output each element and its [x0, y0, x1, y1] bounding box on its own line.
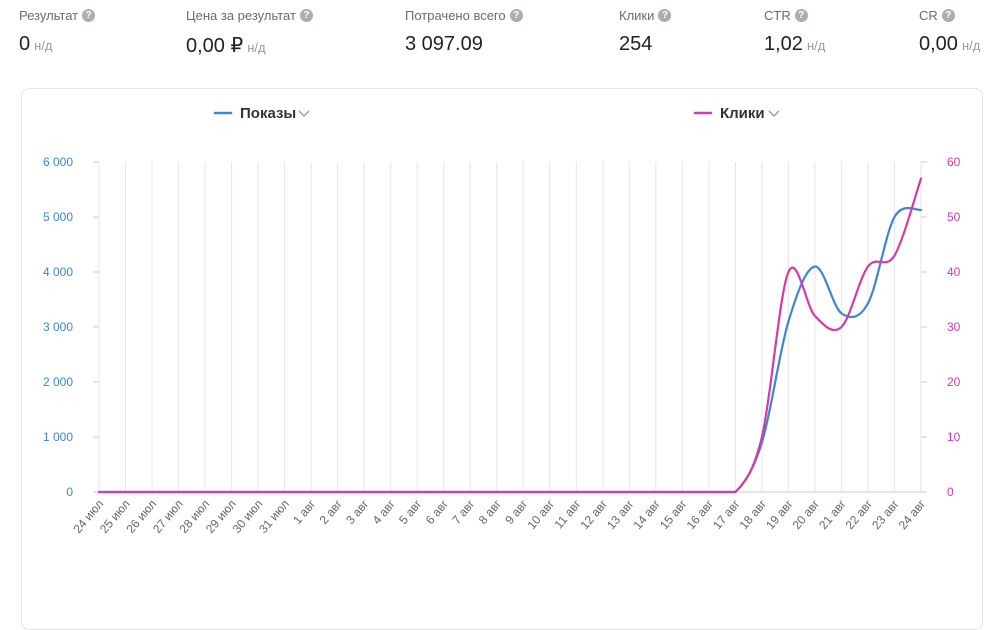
- y-left-tick-label: 1 000: [43, 430, 73, 444]
- x-tick-label: 16 авг: [684, 496, 717, 532]
- chevron-down-icon[interactable]: [768, 110, 780, 118]
- metric-label: Клики: [619, 8, 655, 23]
- x-tick-label: 4 авг: [370, 496, 399, 526]
- metric-cost-per-result: Цена за результат? 0,00 ₽ н/д: [186, 8, 313, 58]
- x-tick-label: 23 авг: [869, 496, 902, 532]
- help-icon[interactable]: ?: [509, 9, 523, 22]
- x-tick-label: 22 авг: [843, 496, 876, 532]
- y-right-tick-label: 30: [947, 320, 961, 334]
- metric-spent-total: Потрачено всего? 3 097.09: [405, 8, 523, 56]
- legend-label[interactable]: Клики: [720, 105, 765, 122]
- x-tick-label: 1 авг: [290, 496, 319, 526]
- x-tick-label: 18 авг: [737, 496, 770, 532]
- x-tick-label: 14 авг: [630, 496, 663, 532]
- line-chart: 0 1 000 2 000 3 000 4 000 5 000 6 000 0 10 20 30 40…: [43, 105, 961, 536]
- metrics-bar: Результат? 0 н/д Цена за результат? 0,00 …: [0, 0, 1000, 75]
- metric-unit: н/д: [961, 38, 981, 53]
- y-left-tick-label: 2 000: [43, 375, 73, 389]
- metric-value: 1,02: [764, 33, 803, 55]
- help-icon[interactable]: ?: [658, 9, 672, 22]
- metric-label: Результат: [19, 8, 79, 23]
- help-icon[interactable]: ?: [941, 9, 955, 22]
- y-left-tick-label: 6 000: [43, 155, 73, 169]
- metric-value: 0,00 ₽: [186, 35, 244, 57]
- x-tick-label: 10 авг: [524, 496, 557, 532]
- metric-unit: н/д: [247, 40, 266, 55]
- x-tick-label: 20 авг: [790, 496, 823, 532]
- help-icon[interactable]: ?: [82, 9, 96, 22]
- metric-unit: н/д: [34, 38, 53, 53]
- chart-card: [21, 88, 983, 630]
- x-tick-label: 19 авг: [763, 496, 796, 532]
- y-right-tick-label: 20: [947, 375, 961, 389]
- metric-clicks: Клики? 254: [619, 8, 672, 56]
- x-tick-label: 21 авг: [816, 496, 849, 532]
- metric-unit: н/д: [806, 38, 826, 53]
- x-tick-label: 17 авг: [710, 496, 743, 532]
- y-right-tick-label: 50: [947, 210, 961, 224]
- metric-label: Цена за результат: [186, 8, 296, 23]
- x-tick-label: 13 авг: [604, 496, 637, 532]
- x-tick-label: 3 авг: [343, 496, 372, 526]
- x-tick-label: 5 авг: [396, 496, 425, 526]
- x-tick-label: 11 авг: [552, 496, 584, 531]
- x-tick-label: 12 авг: [577, 496, 610, 532]
- metric-value: 254: [619, 33, 653, 55]
- metric-value: 3 097.09: [405, 33, 483, 55]
- x-tick-label: 24 авг: [896, 496, 929, 532]
- y-right-tick-label: 40: [947, 265, 961, 279]
- y-left-tick-label: 0: [66, 485, 73, 499]
- series-line-impressions: [97, 206, 923, 494]
- metric-value: 0: [19, 33, 31, 55]
- chevron-down-icon[interactable]: [298, 110, 310, 118]
- help-icon[interactable]: ?: [299, 9, 313, 22]
- x-tick-label: 8 авг: [476, 496, 505, 526]
- y-right-tick-label: 60: [947, 155, 961, 169]
- x-tick-label: 6 авг: [423, 496, 452, 526]
- metric-result: Результат? 0 н/д: [19, 8, 96, 56]
- series-line-clicks: [97, 177, 923, 494]
- x-tick-label: 15 авг: [657, 496, 690, 532]
- y-right-tick-label: 0: [947, 485, 954, 499]
- x-tick-label: 7 авг: [449, 496, 478, 526]
- y-left-tick-label: 5 000: [43, 210, 73, 224]
- y-right-tick-label: 10: [947, 430, 961, 444]
- x-tick-label: 2 авг: [317, 496, 346, 526]
- metric-label: CTR: [764, 8, 791, 23]
- metric-label: CR: [919, 8, 938, 23]
- y-left-tick-label: 4 000: [43, 265, 73, 279]
- metric-ctr: CTR? 1,02 н/д: [764, 8, 825, 56]
- y-left-tick-label: 3 000: [43, 320, 73, 334]
- legend-label[interactable]: Показы: [240, 105, 296, 122]
- metric-value: 0,00: [919, 33, 958, 55]
- metric-cr: CR? 0,00 н/д: [919, 8, 980, 56]
- help-icon[interactable]: ?: [794, 9, 808, 22]
- metric-label: Потрачено всего: [405, 8, 506, 23]
